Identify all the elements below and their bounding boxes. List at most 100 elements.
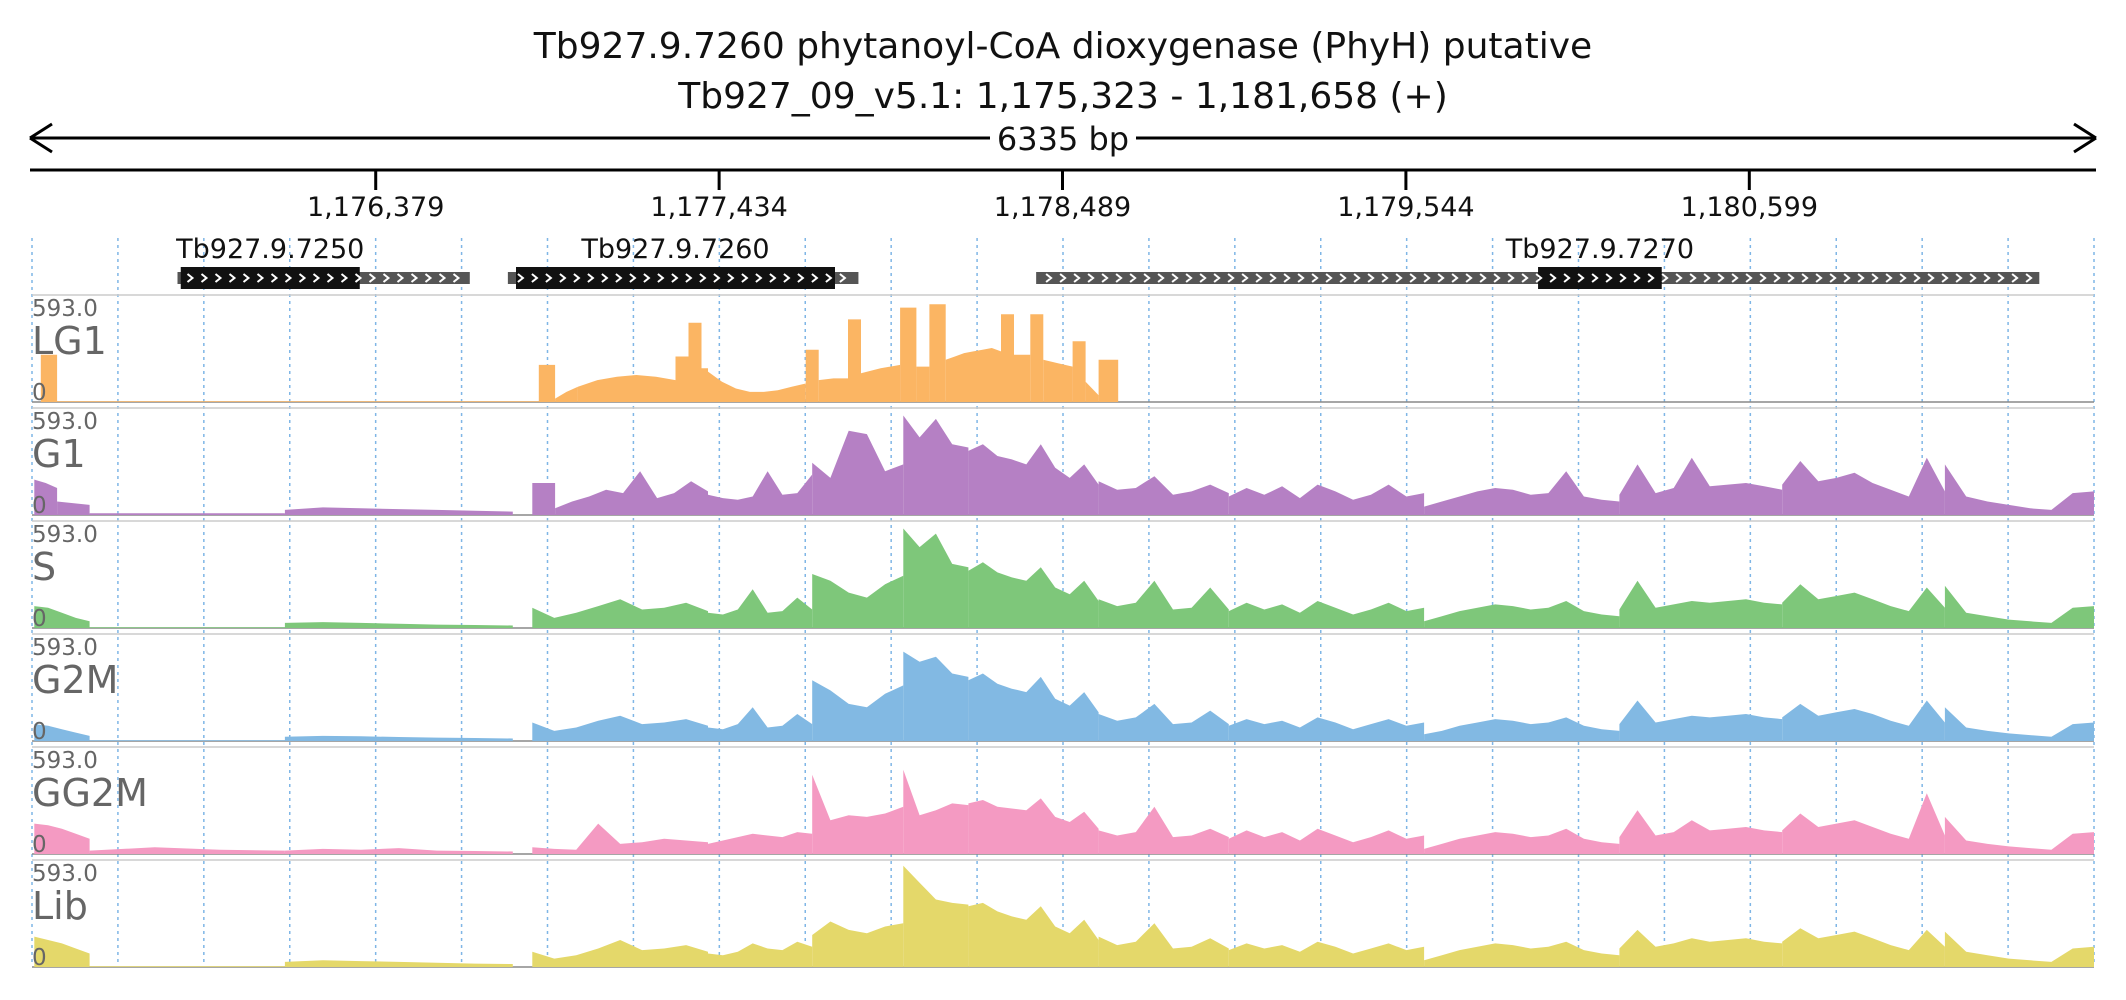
coverage-segment-11 xyxy=(1619,700,1783,741)
coverage-segment-9 xyxy=(1228,941,1425,967)
coverage-segment-13 xyxy=(1944,931,2094,967)
track-max-label: 593.0 xyxy=(32,296,98,322)
coverage-segment-0 xyxy=(34,479,58,515)
coverage-segment-1 xyxy=(57,401,539,402)
coverage-segment-1 xyxy=(57,501,90,515)
coverage-segment-7 xyxy=(968,673,1099,741)
coverage-segment-15 xyxy=(929,304,946,402)
coverage-segment-5 xyxy=(675,356,689,402)
coverage-segment-3 xyxy=(555,386,578,402)
coverage-segment-2 xyxy=(284,848,513,854)
coverage-segment-3 xyxy=(532,940,708,967)
coverage-segment-11 xyxy=(1619,810,1783,854)
gene-0[interactable]: Tb927.9.7250 xyxy=(175,234,470,289)
coverage-segment-2 xyxy=(284,960,513,967)
tick-label-1: 1,177,434 xyxy=(650,192,787,223)
track-min-label: 0 xyxy=(32,380,47,406)
coverage-segment-15 xyxy=(1944,464,2094,515)
coverage-segment-6 xyxy=(903,769,969,854)
coverage-segment-12 xyxy=(861,364,901,402)
gene-cds-bar xyxy=(180,267,360,289)
gene-1[interactable]: Tb927.9.7260 xyxy=(507,234,859,289)
track-max-label: 593.0 xyxy=(32,635,98,661)
coverage-segment-2 xyxy=(89,513,285,515)
coverage-segment-22 xyxy=(1085,381,1099,402)
track-name-label: S xyxy=(32,545,56,589)
coverage-segment-12 xyxy=(1424,471,1620,515)
coverage-segment-4 xyxy=(708,832,813,854)
coverage-segment-6 xyxy=(903,651,969,741)
track-min-label: 0 xyxy=(32,719,47,745)
chart-title: Tb927.9.7260 phytanoyl-CoA dioxygenase (… xyxy=(533,26,1592,67)
gene-2[interactable]: Tb927.9.7270 xyxy=(1036,234,2040,289)
coverage-segment-10 xyxy=(818,378,848,402)
coverage-segment-5 xyxy=(812,774,904,854)
coverage-segment-18 xyxy=(1014,354,1031,402)
coverage-segment-10 xyxy=(1424,717,1620,741)
coverage-segment-23 xyxy=(1098,359,1119,402)
coordinate-ticks: 1,176,379 1,177,434 1,178,489 1,179,544 1,18… xyxy=(307,170,1818,223)
gene-label-0: Tb927.9.7250 xyxy=(175,234,364,265)
coverage-segment-16 xyxy=(945,348,1001,402)
coverage-segment-11 xyxy=(1619,929,1783,967)
coverage-tracks: 593.0LG10593.0G10593.0S0593.0G2M0593.0GG… xyxy=(32,294,2094,971)
coverage-segment-4 xyxy=(708,589,813,628)
span-ruler: 6335 bp xyxy=(29,120,2097,158)
gene-label-1: Tb927.9.7260 xyxy=(580,234,769,265)
coverage-segment-5 xyxy=(812,680,904,741)
coverage-segment-2 xyxy=(284,622,513,628)
coverage-segment-9 xyxy=(1228,601,1425,628)
coverage-segment-7 xyxy=(812,430,904,515)
coverage-segment-7 xyxy=(968,798,1099,854)
coverage-segment-4 xyxy=(532,483,556,515)
coverage-segment-6 xyxy=(903,865,969,967)
coverage-segment-2 xyxy=(284,735,513,741)
coverage-segment-3 xyxy=(532,715,708,741)
coverage-segment-19 xyxy=(1030,314,1044,402)
coverage-segment-8 xyxy=(1098,580,1229,628)
gene-label-2: Tb927.9.7270 xyxy=(1505,234,1694,265)
coverage-segment-13 xyxy=(1944,707,2094,741)
track-name-label: G2M xyxy=(32,658,118,702)
coverage-segment-3 xyxy=(532,599,708,628)
strand-chevrons-icon xyxy=(186,273,461,283)
coverage-segment-7 xyxy=(968,902,1099,967)
coverage-segment-2 xyxy=(538,364,556,402)
coverage-segment-11 xyxy=(1228,484,1425,515)
coverage-segment-12 xyxy=(1782,700,1945,741)
coverage-segment-8 xyxy=(1098,806,1229,854)
coverage-segment-12 xyxy=(1782,793,1945,854)
coverage-segment-11 xyxy=(1619,580,1783,628)
track-min-label: 0 xyxy=(32,606,47,632)
coverage-segment-1 xyxy=(89,627,285,628)
strand-chevrons-icon xyxy=(517,273,847,283)
track-max-label: 593.0 xyxy=(32,409,98,435)
coverage-segment-12 xyxy=(1782,928,1945,967)
track-name-label: G1 xyxy=(32,432,86,476)
coverage-segment-6 xyxy=(903,528,969,628)
coverage-segment-14 xyxy=(1782,457,1945,515)
coverage-segment-4 xyxy=(708,941,813,967)
track-name-label: LG1 xyxy=(32,319,107,363)
tick-label-0: 1,176,379 xyxy=(307,192,444,223)
coverage-segment-7 xyxy=(701,368,708,402)
gene-cds-bar xyxy=(1538,267,1662,289)
coverage-segment-9 xyxy=(1228,828,1425,854)
chart-subtitle: Tb927_09_v5.1: 1,175,323 - 1,181,658 (+) xyxy=(677,76,1448,117)
track-max-label: 593.0 xyxy=(32,522,98,548)
track-min-label: 0 xyxy=(32,945,47,971)
track-min-label: 0 xyxy=(32,832,47,858)
coverage-segment-3 xyxy=(532,823,708,854)
coverage-segment-0 xyxy=(34,606,90,628)
coverage-segment-0 xyxy=(34,724,90,741)
coverage-segment-13 xyxy=(900,307,917,402)
coverage-segment-10 xyxy=(1424,828,1620,854)
gene-track: Tb927.9.7250 Tb927.9.7260 Tb927.9.7270 xyxy=(175,234,2040,289)
coverage-segment-5 xyxy=(812,574,904,628)
coverage-segment-21 xyxy=(1072,341,1086,402)
coverage-segment-4 xyxy=(577,375,676,402)
